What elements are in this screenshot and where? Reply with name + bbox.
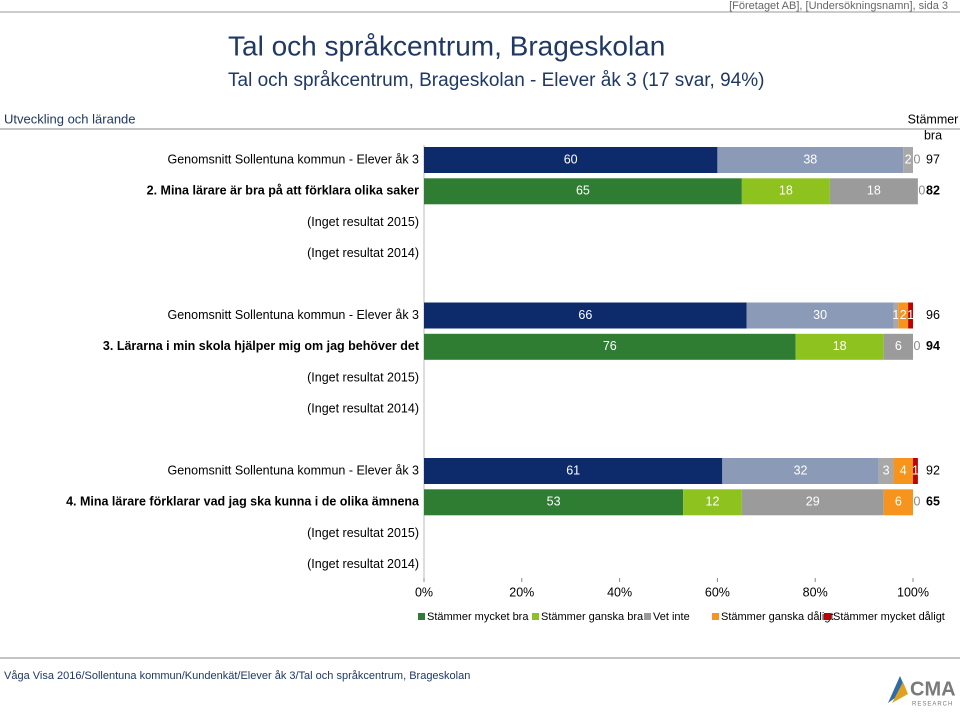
value-label: 18 — [833, 339, 847, 353]
question-label: 4. Mina lärare förklarar vad jag ska kun… — [66, 495, 420, 509]
total-value: 92 — [926, 463, 940, 477]
value-label: 2 — [900, 308, 907, 322]
logo-mark — [888, 676, 906, 703]
row-label: (Inget resultat 2014) — [307, 246, 419, 260]
title: Tal och språkcentrum, Brageskolan — [228, 30, 665, 61]
total-value: 97 — [926, 152, 940, 166]
logo-sub: RESEARCH — [912, 702, 953, 708]
bar-segment — [883, 489, 913, 516]
legend-swatch — [824, 613, 831, 620]
legend-label: Stämmer mycket bra — [427, 611, 529, 623]
value-label: 1 — [912, 463, 919, 477]
x-tick-label: 60% — [705, 585, 730, 599]
value-label: 3 — [883, 463, 890, 477]
x-tick-label: 20% — [509, 585, 534, 599]
page-corner: [Företaget AB], [Undersökningsnamn], sid… — [729, 0, 948, 12]
bar-segment — [424, 333, 796, 360]
bar-segment — [424, 178, 742, 205]
row-label: (Inget resultat 2015) — [307, 526, 419, 540]
bar-segment — [829, 178, 918, 205]
bar-segment — [717, 147, 904, 173]
total-value: 94 — [926, 339, 940, 353]
bar-segment — [741, 489, 884, 516]
legend-swatch — [532, 613, 539, 620]
value-label: 61 — [566, 463, 580, 477]
bar-segment — [746, 302, 894, 329]
subtitle: Tal och språkcentrum, Brageskolan - Elev… — [228, 70, 764, 91]
row-label: (Inget resultat 2015) — [307, 370, 419, 384]
bar-segment — [683, 489, 742, 516]
legend-label: Stämmer ganska dåligt — [721, 611, 834, 623]
value-label: 53 — [547, 495, 561, 509]
bar-segment — [722, 458, 879, 484]
legend-label: Stämmer ganska bra — [541, 611, 644, 623]
row-label: (Inget resultat 2014) — [307, 402, 419, 416]
value-label: 0 — [914, 152, 921, 166]
x-tick-label: 80% — [803, 585, 828, 599]
question-label: 3. Lärarna i min skola hjälper mig om ja… — [103, 339, 420, 353]
bar-segment — [741, 178, 830, 205]
value-label: 6 — [895, 495, 902, 509]
logo-mark — [892, 682, 908, 703]
row-label: Genomsnitt Sollentuna kommun - Elever åk… — [167, 152, 419, 166]
row-label: (Inget resultat 2014) — [307, 557, 419, 571]
total-value: 65 — [926, 495, 940, 509]
bar-segment — [903, 147, 913, 173]
value-label: 0 — [918, 184, 925, 198]
value-label: 1 — [907, 308, 914, 322]
bar-segment — [898, 302, 909, 329]
value-label: 0 — [914, 339, 921, 353]
value-label: 60 — [564, 152, 578, 166]
value-label: 65 — [576, 184, 590, 198]
legend-label: Stämmer mycket dåligt — [833, 611, 945, 623]
bar-segment — [424, 147, 718, 173]
value-label: 0 — [914, 495, 921, 509]
bar-segment — [878, 458, 894, 484]
value-label: 66 — [578, 308, 592, 322]
row-label: (Inget resultat 2015) — [307, 215, 419, 229]
total-value: 82 — [926, 184, 940, 198]
legend-swatch — [644, 613, 651, 620]
value-label: 32 — [794, 463, 808, 477]
logo: CMA — [910, 678, 956, 700]
value-label: 1 — [892, 308, 899, 322]
total-header: bra — [924, 128, 942, 142]
question-label: 2. Mina lärare är bra på att förklara ol… — [147, 184, 419, 198]
legend-swatch — [418, 613, 425, 620]
value-label: 18 — [867, 184, 881, 198]
value-label: 4 — [900, 463, 907, 477]
bar-segment — [913, 458, 918, 484]
bar-segment — [893, 302, 899, 329]
legend-label: Vet inte — [653, 611, 690, 623]
row-label: Genomsnitt Sollentuna kommun - Elever åk… — [167, 308, 419, 322]
x-tick-label: 40% — [607, 585, 632, 599]
legend-swatch — [712, 613, 719, 620]
value-label: 12 — [706, 495, 720, 509]
bar-segment — [883, 333, 913, 360]
total-header: Stämmer — [908, 112, 959, 126]
value-label: 18 — [779, 184, 793, 198]
x-tick-label: 100% — [897, 585, 929, 599]
bar-segment — [795, 333, 884, 360]
footer-source: Våga Visa 2016/Sollentuna kommun/Kundenk… — [4, 670, 470, 682]
x-tick-label: 0% — [415, 585, 433, 599]
row-label: Genomsnitt Sollentuna kommun - Elever åk… — [167, 463, 419, 477]
bar-segment — [893, 458, 913, 484]
value-label: 29 — [806, 495, 820, 509]
section-label: Utveckling och lärande — [4, 111, 136, 126]
value-label: 2 — [905, 152, 912, 166]
bar-segment — [424, 489, 684, 516]
total-value: 96 — [926, 308, 940, 322]
value-label: 6 — [895, 339, 902, 353]
bar-segment — [424, 458, 723, 484]
bar-segment — [908, 302, 913, 329]
bar-segment — [424, 302, 747, 329]
value-label: 38 — [803, 152, 817, 166]
value-label: 76 — [603, 339, 617, 353]
value-label: 30 — [813, 308, 827, 322]
